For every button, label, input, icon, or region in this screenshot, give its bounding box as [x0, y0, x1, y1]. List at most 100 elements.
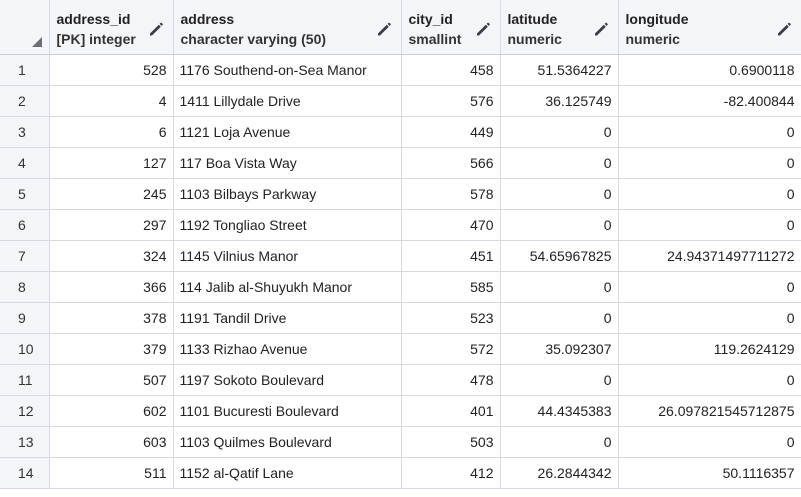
cell-latitude[interactable]: 26.2844342 — [500, 457, 619, 489]
cell-address[interactable]: 114 Jalib al-Shuyukh Manor — [173, 271, 402, 303]
cell-latitude[interactable]: 54.65967825 — [500, 240, 619, 272]
cell-latitude[interactable]: 0 — [500, 271, 619, 303]
row-number[interactable]: 10 — [0, 333, 50, 365]
cell-latitude[interactable]: 0 — [500, 147, 619, 179]
cell-address[interactable]: 1103 Bilbays Parkway — [173, 178, 402, 210]
cell-longitude[interactable]: 119.2624129 — [618, 333, 801, 365]
cell-city-id[interactable]: 572 — [401, 333, 501, 365]
cell-city-id[interactable]: 585 — [401, 271, 501, 303]
column-header-address-id[interactable]: address_id [PK] integer — [49, 0, 174, 55]
cell-address-id[interactable]: 4 — [49, 85, 174, 117]
row-number[interactable]: 1 — [0, 54, 50, 86]
pencil-icon[interactable] — [775, 20, 793, 38]
cell-city-id[interactable]: 578 — [401, 178, 501, 210]
cell-latitude[interactable]: 0 — [500, 116, 619, 148]
row-number[interactable]: 9 — [0, 302, 50, 334]
select-all-corner[interactable] — [0, 0, 50, 55]
cell-address-id[interactable]: 602 — [49, 395, 174, 427]
cell-city-id[interactable]: 503 — [401, 426, 501, 458]
cell-address[interactable]: 1133 Rizhao Avenue — [173, 333, 402, 365]
cell-address[interactable]: 1411 Lillydale Drive — [173, 85, 402, 117]
cell-longitude[interactable]: -82.400844 — [618, 85, 801, 117]
row-number[interactable]: 5 — [0, 178, 50, 210]
row-number[interactable]: 14 — [0, 457, 50, 489]
pencil-icon[interactable] — [592, 20, 610, 38]
pencil-icon[interactable] — [474, 20, 492, 38]
cell-address-id[interactable]: 297 — [49, 209, 174, 241]
cell-city-id[interactable]: 401 — [401, 395, 501, 427]
cell-address[interactable]: 1101 Bucuresti Boulevard — [173, 395, 402, 427]
cell-address[interactable]: 117 Boa Vista Way — [173, 147, 402, 179]
cell-address[interactable]: 1176 Southend-on-Sea Manor — [173, 54, 402, 86]
row-number[interactable]: 11 — [0, 364, 50, 396]
cell-city-id[interactable]: 451 — [401, 240, 501, 272]
table-row[interactable]: 10 379 1133 Rizhao Avenue 572 35.092307 … — [0, 333, 801, 365]
table-row[interactable]: 3 6 1121 Loja Avenue 449 0 0 — [0, 116, 801, 148]
cell-longitude[interactable]: 26.097821545712875 — [618, 395, 801, 427]
cell-longitude[interactable]: 0 — [618, 178, 801, 210]
cell-longitude[interactable]: 0 — [618, 426, 801, 458]
table-row[interactable]: 8 366 114 Jalib al-Shuyukh Manor 585 0 0 — [0, 271, 801, 303]
cell-latitude[interactable]: 0 — [500, 426, 619, 458]
column-header-longitude[interactable]: longitude numeric — [618, 0, 801, 55]
column-header-city-id[interactable]: city_id smallint — [401, 0, 501, 55]
table-row[interactable]: 5 245 1103 Bilbays Parkway 578 0 0 — [0, 178, 801, 210]
cell-address-id[interactable]: 366 — [49, 271, 174, 303]
cell-longitude[interactable]: 0 — [618, 209, 801, 241]
cell-city-id[interactable]: 576 — [401, 85, 501, 117]
row-number[interactable]: 8 — [0, 271, 50, 303]
cell-address-id[interactable]: 245 — [49, 178, 174, 210]
cell-address[interactable]: 1145 Vilnius Manor — [173, 240, 402, 272]
cell-latitude[interactable]: 0 — [500, 364, 619, 396]
pencil-icon[interactable] — [375, 20, 393, 38]
row-number[interactable]: 12 — [0, 395, 50, 427]
cell-latitude[interactable]: 51.5364227 — [500, 54, 619, 86]
cell-address-id[interactable]: 507 — [49, 364, 174, 396]
cell-longitude[interactable]: 0 — [618, 364, 801, 396]
cell-city-id[interactable]: 478 — [401, 364, 501, 396]
cell-longitude[interactable]: 0 — [618, 147, 801, 179]
column-header-latitude[interactable]: latitude numeric — [500, 0, 619, 55]
cell-address-id[interactable]: 6 — [49, 116, 174, 148]
select-all-triangle-icon[interactable] — [31, 36, 42, 47]
cell-address-id[interactable]: 528 — [49, 54, 174, 86]
cell-latitude[interactable]: 0 — [500, 302, 619, 334]
pencil-icon[interactable] — [147, 20, 165, 38]
cell-latitude[interactable]: 35.092307 — [500, 333, 619, 365]
table-row[interactable]: 1 528 1176 Southend-on-Sea Manor 458 51.… — [0, 54, 801, 86]
cell-longitude[interactable]: 0 — [618, 302, 801, 334]
cell-address-id[interactable]: 127 — [49, 147, 174, 179]
row-number[interactable]: 7 — [0, 240, 50, 272]
row-number[interactable]: 3 — [0, 116, 50, 148]
cell-latitude[interactable]: 44.4345383 — [500, 395, 619, 427]
cell-longitude[interactable]: 0.6900118 — [618, 54, 801, 86]
cell-address-id[interactable]: 511 — [49, 457, 174, 489]
cell-address-id[interactable]: 603 — [49, 426, 174, 458]
cell-address[interactable]: 1197 Sokoto Boulevard — [173, 364, 402, 396]
row-number[interactable]: 2 — [0, 85, 50, 117]
table-row[interactable]: 11 507 1197 Sokoto Boulevard 478 0 0 — [0, 364, 801, 396]
cell-longitude[interactable]: 0 — [618, 271, 801, 303]
cell-address[interactable]: 1191 Tandil Drive — [173, 302, 402, 334]
row-number[interactable]: 4 — [0, 147, 50, 179]
cell-latitude[interactable]: 36.125749 — [500, 85, 619, 117]
cell-city-id[interactable]: 470 — [401, 209, 501, 241]
cell-address[interactable]: 1192 Tongliao Street — [173, 209, 402, 241]
cell-latitude[interactable]: 0 — [500, 178, 619, 210]
cell-address-id[interactable]: 378 — [49, 302, 174, 334]
cell-address[interactable]: 1152 al-Qatif Lane — [173, 457, 402, 489]
cell-longitude[interactable]: 50.1116357 — [618, 457, 801, 489]
cell-longitude[interactable]: 0 — [618, 116, 801, 148]
table-row[interactable]: 13 603 1103 Quilmes Boulevard 503 0 0 — [0, 426, 801, 458]
table-row[interactable]: 12 602 1101 Bucuresti Boulevard 401 44.4… — [0, 395, 801, 427]
row-number[interactable]: 6 — [0, 209, 50, 241]
cell-latitude[interactable]: 0 — [500, 209, 619, 241]
cell-longitude[interactable]: 24.94371497711272 — [618, 240, 801, 272]
cell-city-id[interactable]: 458 — [401, 54, 501, 86]
column-header-address[interactable]: address character varying (50) — [173, 0, 402, 55]
table-row[interactable]: 7 324 1145 Vilnius Manor 451 54.65967825… — [0, 240, 801, 272]
cell-address-id[interactable]: 324 — [49, 240, 174, 272]
cell-city-id[interactable]: 523 — [401, 302, 501, 334]
table-row[interactable]: 2 4 1411 Lillydale Drive 576 36.125749 -… — [0, 85, 801, 117]
table-row[interactable]: 4 127 117 Boa Vista Way 566 0 0 — [0, 147, 801, 179]
